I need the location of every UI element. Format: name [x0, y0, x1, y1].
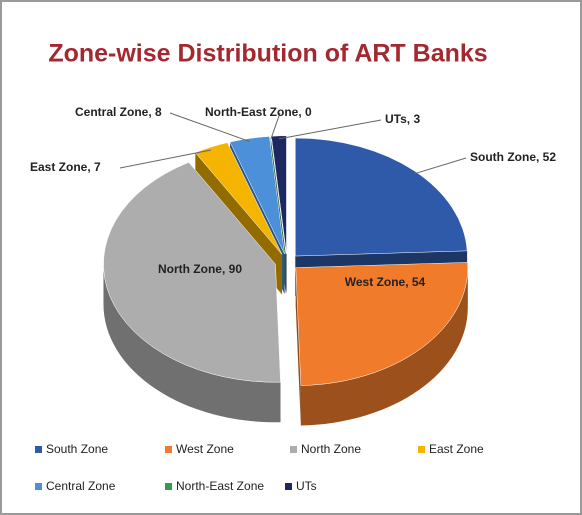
- legend-item: West Zone: [165, 442, 234, 456]
- legend-label: South Zone: [46, 442, 108, 456]
- leader-line: [119, 149, 212, 169]
- leader-line: [169, 112, 250, 142]
- data-label: East Zone, 7: [30, 160, 101, 174]
- chart-title: Zone-wise Distribution of ART Banks: [48, 40, 487, 68]
- data-label: North Zone, 90: [158, 262, 242, 276]
- legend-item: UTs: [285, 479, 317, 493]
- legend-label: North-East Zone: [176, 479, 264, 493]
- slice-side: [103, 264, 281, 423]
- data-label: West Zone, 54: [345, 275, 426, 289]
- legend-item: East Zone: [418, 442, 484, 456]
- slice: [194, 142, 283, 255]
- legend-marker: [290, 446, 297, 453]
- legend-marker: [165, 446, 172, 453]
- leader-line: [414, 157, 467, 175]
- leader-line: [270, 112, 281, 140]
- legend-item: North-East Zone: [165, 479, 264, 493]
- legend-label: East Zone: [429, 442, 484, 456]
- slice: [270, 136, 287, 254]
- legend-marker: [35, 483, 42, 490]
- legend-label: Central Zone: [46, 479, 116, 493]
- slice: [103, 162, 281, 383]
- legend-item: North Zone: [290, 442, 361, 456]
- data-label: Central Zone, 8: [75, 105, 162, 119]
- data-label: UTs, 3: [385, 112, 420, 126]
- data-label: North-East Zone, 0: [205, 105, 312, 119]
- slice: [229, 136, 285, 255]
- legend-item: South Zone: [35, 442, 108, 456]
- leader-line: [278, 119, 382, 140]
- slice: [295, 137, 468, 257]
- legend-marker: [35, 446, 42, 453]
- legend-marker: [418, 446, 425, 453]
- legend-label: North Zone: [301, 442, 361, 456]
- slice: [295, 262, 469, 386]
- legend-item: Central Zone: [35, 479, 116, 493]
- legend-label: West Zone: [176, 442, 234, 456]
- legend-marker: [285, 483, 292, 490]
- slice-side: [300, 267, 468, 426]
- legend-label: UTs: [296, 479, 317, 493]
- data-label: South Zone, 52: [470, 150, 556, 164]
- legend-marker: [165, 483, 172, 490]
- slice-wall: [295, 267, 301, 426]
